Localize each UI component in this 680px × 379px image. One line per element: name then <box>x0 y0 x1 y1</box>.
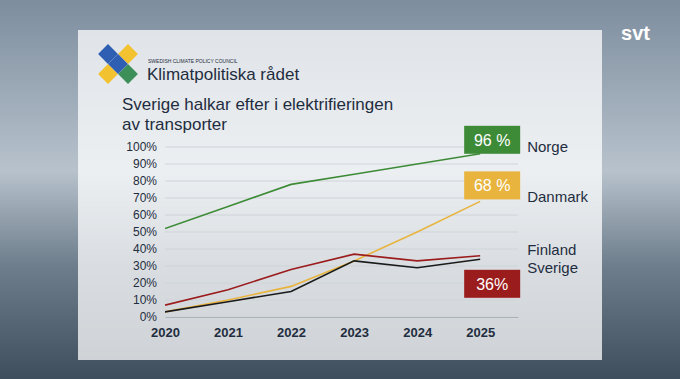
series-line <box>165 259 480 312</box>
value-label: 36% <box>476 276 508 293</box>
value-label: 68 % <box>474 177 510 194</box>
title: Sverige halkar efter i elektrifieringen <box>122 95 393 114</box>
y-tick: 80% <box>133 174 157 188</box>
value-label: 96 % <box>474 132 510 149</box>
y-tick-label: 60% <box>133 208 157 222</box>
background <box>0 0 680 379</box>
value-label-box <box>464 171 520 199</box>
y-tick-label: 80% <box>133 174 157 188</box>
x-tick: 2021 <box>214 317 243 340</box>
grid-line <box>165 249 518 250</box>
y-tick-label: 10% <box>133 293 157 307</box>
y-tick-label: 70% <box>133 191 157 205</box>
logo-text: Klimatpolitiska rådet <box>147 65 299 84</box>
x-tick: 2025 <box>466 317 495 340</box>
y-tick-label: 50% <box>133 225 157 239</box>
series-line <box>165 154 480 229</box>
series-line <box>165 254 480 305</box>
x-tick-label: 2022 <box>277 325 306 340</box>
series-name: Norge <box>527 138 568 155</box>
series-name: Sverige <box>527 259 578 276</box>
y-tick-label: 40% <box>133 242 157 256</box>
y-tick-label: 90% <box>133 157 157 171</box>
title: av transporter <box>122 115 227 134</box>
x-tick-label: 2023 <box>340 325 369 340</box>
y-tick: 70% <box>133 191 157 205</box>
grid-line <box>165 317 518 318</box>
x-tick-label: 2025 <box>466 325 495 340</box>
y-tick: 10% <box>133 293 157 307</box>
labels: 96 % Norge 68 % Danmark Finland 36% Sverige <box>464 126 588 298</box>
chart: svt SWEDISH CLIMATE POLICY COUNCILKlimatp… <box>0 0 680 379</box>
x-axis: 2020 2021 2022 2023 2024 2025 <box>151 317 518 340</box>
series-line <box>165 201 480 312</box>
grid-line <box>165 164 518 165</box>
grid-line <box>165 232 518 233</box>
x-axis-line <box>166 317 519 318</box>
x-tick-label: 2021 <box>214 325 243 340</box>
logo-subtitle: SWEDISH CLIMATE POLICY COUNCIL <box>148 58 238 64</box>
x-tick-label: 2024 <box>403 325 433 340</box>
x-tick: 2023 <box>340 317 369 340</box>
series-name: Finland <box>527 241 576 258</box>
y-tick: 90% <box>133 157 157 171</box>
panel <box>78 30 602 360</box>
y-axis: 0% 10% 20% 30% 40% 50% 60% 70% 80% 90% 100% <box>126 140 157 324</box>
x-tick: 2020 <box>151 317 180 340</box>
value-label-box <box>464 126 520 154</box>
y-tick: 40% <box>133 242 157 256</box>
y-tick: 20% <box>133 276 157 290</box>
y-tick: 50% <box>133 225 157 239</box>
watermark: svt <box>621 22 650 44</box>
logo <box>98 44 138 84</box>
y-tick-label: 30% <box>133 259 157 273</box>
series-name: Danmark <box>527 188 588 205</box>
value-label-box <box>464 270 520 298</box>
y-tick: 60% <box>133 208 157 222</box>
y-tick-label: 100% <box>126 140 157 154</box>
y-tick: 30% <box>133 259 157 273</box>
y-tick: 0% <box>140 310 158 324</box>
grid-line <box>165 215 518 216</box>
x-tick: 2024 <box>403 317 433 340</box>
y-tick-label: 0% <box>140 310 158 324</box>
logo-diamond <box>108 54 128 74</box>
x-tick: 2022 <box>277 317 306 340</box>
lines <box>165 154 480 312</box>
y-tick: 100% <box>126 140 157 154</box>
grid-line <box>165 300 518 301</box>
x-tick-label: 2020 <box>151 325 180 340</box>
y-tick-label: 20% <box>133 276 157 290</box>
